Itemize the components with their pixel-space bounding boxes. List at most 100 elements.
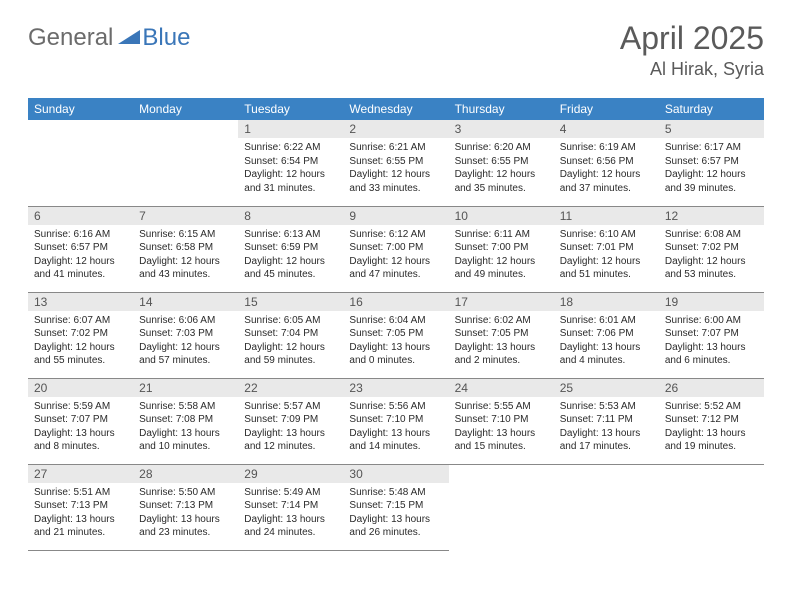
- calendar-cell: 28Sunrise: 5:50 AMSunset: 7:13 PMDayligh…: [133, 464, 238, 550]
- day-number: 9: [343, 207, 448, 225]
- logo-text-blue: Blue: [142, 24, 190, 52]
- day-number: 7: [133, 207, 238, 225]
- header-row: Sunday Monday Tuesday Wednesday Thursday…: [28, 98, 764, 120]
- day-number: 22: [238, 379, 343, 397]
- calendar-cell: 7Sunrise: 6:15 AMSunset: 6:58 PMDaylight…: [133, 206, 238, 292]
- calendar-cell: 27Sunrise: 5:51 AMSunset: 7:13 PMDayligh…: [28, 464, 133, 550]
- calendar-cell: 5Sunrise: 6:17 AMSunset: 6:57 PMDaylight…: [659, 120, 764, 206]
- day-details: Sunrise: 5:57 AMSunset: 7:09 PMDaylight:…: [238, 397, 343, 458]
- day-number: 20: [28, 379, 133, 397]
- day-details: Sunrise: 6:02 AMSunset: 7:05 PMDaylight:…: [449, 311, 554, 372]
- col-fri: Friday: [554, 98, 659, 120]
- location: Al Hirak, Syria: [620, 59, 764, 80]
- day-number: 10: [449, 207, 554, 225]
- calendar-week: 27Sunrise: 5:51 AMSunset: 7:13 PMDayligh…: [28, 464, 764, 550]
- calendar-cell: 19Sunrise: 6:00 AMSunset: 7:07 PMDayligh…: [659, 292, 764, 378]
- day-number: 27: [28, 465, 133, 483]
- col-thu: Thursday: [449, 98, 554, 120]
- day-number: 30: [343, 465, 448, 483]
- logo-text-general: General: [28, 24, 113, 52]
- day-details: Sunrise: 6:05 AMSunset: 7:04 PMDaylight:…: [238, 311, 343, 372]
- calendar-cell: 13Sunrise: 6:07 AMSunset: 7:02 PMDayligh…: [28, 292, 133, 378]
- calendar-cell: 18Sunrise: 6:01 AMSunset: 7:06 PMDayligh…: [554, 292, 659, 378]
- day-number: 25: [554, 379, 659, 397]
- calendar-week: 6Sunrise: 6:16 AMSunset: 6:57 PMDaylight…: [28, 206, 764, 292]
- day-details: Sunrise: 6:08 AMSunset: 7:02 PMDaylight:…: [659, 225, 764, 286]
- day-details: Sunrise: 5:49 AMSunset: 7:14 PMDaylight:…: [238, 483, 343, 544]
- day-details: Sunrise: 6:07 AMSunset: 7:02 PMDaylight:…: [28, 311, 133, 372]
- day-number: 26: [659, 379, 764, 397]
- day-details: Sunrise: 5:50 AMSunset: 7:13 PMDaylight:…: [133, 483, 238, 544]
- day-number: 12: [659, 207, 764, 225]
- col-wed: Wednesday: [343, 98, 448, 120]
- day-number: 18: [554, 293, 659, 311]
- calendar-cell: [28, 120, 133, 206]
- day-details: Sunrise: 6:12 AMSunset: 7:00 PMDaylight:…: [343, 225, 448, 286]
- calendar-cell: 4Sunrise: 6:19 AMSunset: 6:56 PMDaylight…: [554, 120, 659, 206]
- calendar-cell: 25Sunrise: 5:53 AMSunset: 7:11 PMDayligh…: [554, 378, 659, 464]
- day-number: 24: [449, 379, 554, 397]
- calendar-cell: 2Sunrise: 6:21 AMSunset: 6:55 PMDaylight…: [343, 120, 448, 206]
- calendar-cell: 6Sunrise: 6:16 AMSunset: 6:57 PMDaylight…: [28, 206, 133, 292]
- day-number: 3: [449, 120, 554, 138]
- day-number: 14: [133, 293, 238, 311]
- calendar-cell: 14Sunrise: 6:06 AMSunset: 7:03 PMDayligh…: [133, 292, 238, 378]
- calendar-week: 1Sunrise: 6:22 AMSunset: 6:54 PMDaylight…: [28, 120, 764, 206]
- day-details: Sunrise: 6:01 AMSunset: 7:06 PMDaylight:…: [554, 311, 659, 372]
- calendar-cell: [659, 464, 764, 550]
- day-details: Sunrise: 5:55 AMSunset: 7:10 PMDaylight:…: [449, 397, 554, 458]
- day-details: Sunrise: 6:16 AMSunset: 6:57 PMDaylight:…: [28, 225, 133, 286]
- day-number: 11: [554, 207, 659, 225]
- calendar-cell: 23Sunrise: 5:56 AMSunset: 7:10 PMDayligh…: [343, 378, 448, 464]
- day-number: 4: [554, 120, 659, 138]
- calendar-table: Sunday Monday Tuesday Wednesday Thursday…: [28, 98, 764, 551]
- calendar-cell: 11Sunrise: 6:10 AMSunset: 7:01 PMDayligh…: [554, 206, 659, 292]
- day-number: 21: [133, 379, 238, 397]
- day-details: Sunrise: 5:52 AMSunset: 7:12 PMDaylight:…: [659, 397, 764, 458]
- calendar-cell: 9Sunrise: 6:12 AMSunset: 7:00 PMDaylight…: [343, 206, 448, 292]
- calendar-cell: 16Sunrise: 6:04 AMSunset: 7:05 PMDayligh…: [343, 292, 448, 378]
- day-number: 6: [28, 207, 133, 225]
- day-number: 8: [238, 207, 343, 225]
- calendar-cell: [133, 120, 238, 206]
- day-number: 17: [449, 293, 554, 311]
- day-details: Sunrise: 6:06 AMSunset: 7:03 PMDaylight:…: [133, 311, 238, 372]
- day-number: 2: [343, 120, 448, 138]
- day-number: 19: [659, 293, 764, 311]
- day-number: 1: [238, 120, 343, 138]
- day-details: Sunrise: 5:59 AMSunset: 7:07 PMDaylight:…: [28, 397, 133, 458]
- calendar-cell: 20Sunrise: 5:59 AMSunset: 7:07 PMDayligh…: [28, 378, 133, 464]
- calendar-cell: 12Sunrise: 6:08 AMSunset: 7:02 PMDayligh…: [659, 206, 764, 292]
- day-details: Sunrise: 6:04 AMSunset: 7:05 PMDaylight:…: [343, 311, 448, 372]
- day-details: Sunrise: 5:53 AMSunset: 7:11 PMDaylight:…: [554, 397, 659, 458]
- day-number: 28: [133, 465, 238, 483]
- logo-triangle-icon: [118, 28, 140, 49]
- day-details: Sunrise: 6:20 AMSunset: 6:55 PMDaylight:…: [449, 138, 554, 199]
- day-details: Sunrise: 6:21 AMSunset: 6:55 PMDaylight:…: [343, 138, 448, 199]
- day-details: Sunrise: 5:56 AMSunset: 7:10 PMDaylight:…: [343, 397, 448, 458]
- calendar-cell: 10Sunrise: 6:11 AMSunset: 7:00 PMDayligh…: [449, 206, 554, 292]
- calendar-cell: 8Sunrise: 6:13 AMSunset: 6:59 PMDaylight…: [238, 206, 343, 292]
- day-details: Sunrise: 6:15 AMSunset: 6:58 PMDaylight:…: [133, 225, 238, 286]
- day-number: 29: [238, 465, 343, 483]
- calendar-cell: 3Sunrise: 6:20 AMSunset: 6:55 PMDaylight…: [449, 120, 554, 206]
- calendar-cell: [554, 464, 659, 550]
- calendar-cell: 21Sunrise: 5:58 AMSunset: 7:08 PMDayligh…: [133, 378, 238, 464]
- title-block: April 2025 Al Hirak, Syria: [620, 20, 764, 80]
- col-sun: Sunday: [28, 98, 133, 120]
- calendar-cell: 22Sunrise: 5:57 AMSunset: 7:09 PMDayligh…: [238, 378, 343, 464]
- day-details: Sunrise: 6:10 AMSunset: 7:01 PMDaylight:…: [554, 225, 659, 286]
- col-tue: Tuesday: [238, 98, 343, 120]
- day-number: 23: [343, 379, 448, 397]
- calendar-cell: 29Sunrise: 5:49 AMSunset: 7:14 PMDayligh…: [238, 464, 343, 550]
- day-details: Sunrise: 6:17 AMSunset: 6:57 PMDaylight:…: [659, 138, 764, 199]
- day-details: Sunrise: 5:58 AMSunset: 7:08 PMDaylight:…: [133, 397, 238, 458]
- col-sat: Saturday: [659, 98, 764, 120]
- calendar-week: 13Sunrise: 6:07 AMSunset: 7:02 PMDayligh…: [28, 292, 764, 378]
- day-details: Sunrise: 6:11 AMSunset: 7:00 PMDaylight:…: [449, 225, 554, 286]
- day-details: Sunrise: 6:19 AMSunset: 6:56 PMDaylight:…: [554, 138, 659, 199]
- day-number: 15: [238, 293, 343, 311]
- day-details: Sunrise: 6:22 AMSunset: 6:54 PMDaylight:…: [238, 138, 343, 199]
- header: General Blue April 2025 Al Hirak, Syria: [28, 20, 764, 80]
- calendar-cell: [449, 464, 554, 550]
